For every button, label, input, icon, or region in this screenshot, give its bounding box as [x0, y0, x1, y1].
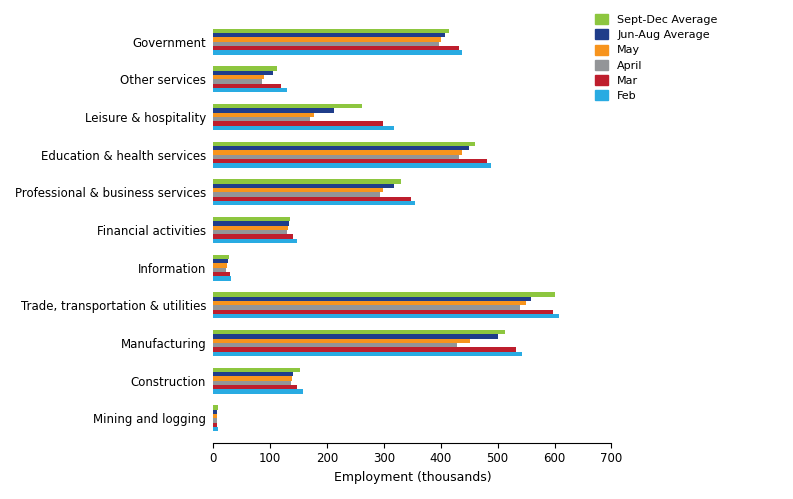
Bar	[213, 372, 293, 376]
Bar	[213, 117, 310, 121]
Bar	[213, 33, 446, 37]
Bar	[213, 368, 300, 372]
Bar	[213, 50, 462, 54]
Bar	[213, 414, 216, 418]
Bar	[213, 46, 459, 50]
Bar	[213, 405, 218, 410]
Bar	[213, 142, 475, 146]
Bar	[213, 188, 383, 192]
Bar	[213, 423, 217, 427]
Bar	[213, 330, 504, 334]
Bar	[213, 84, 282, 88]
Bar	[213, 201, 416, 205]
Bar	[213, 239, 297, 243]
Bar	[213, 163, 491, 168]
Bar	[213, 230, 287, 234]
Bar	[213, 339, 470, 343]
Bar	[213, 192, 381, 197]
X-axis label: Employment (thousands): Employment (thousands)	[334, 471, 491, 484]
Bar	[213, 254, 228, 259]
Bar	[213, 276, 232, 280]
Bar	[213, 410, 217, 414]
Bar	[213, 88, 287, 92]
Bar	[213, 37, 441, 41]
Bar	[213, 146, 469, 150]
Bar	[213, 259, 228, 263]
Bar	[213, 389, 303, 394]
Bar	[213, 292, 554, 296]
Bar	[213, 108, 334, 113]
Bar	[213, 381, 291, 385]
Bar	[213, 296, 531, 301]
Bar	[213, 121, 383, 126]
Bar	[213, 347, 516, 352]
Bar	[213, 126, 394, 130]
Bar	[213, 301, 526, 305]
Bar	[213, 234, 293, 239]
Bar	[213, 263, 227, 267]
Legend: Sept-Dec Average, Jun-Aug Average, May, April, Mar, Feb: Sept-Dec Average, Jun-Aug Average, May, …	[595, 14, 718, 101]
Bar	[213, 376, 292, 381]
Bar	[213, 66, 277, 71]
Bar	[213, 352, 522, 356]
Bar	[213, 150, 462, 155]
Bar	[213, 314, 558, 318]
Bar	[213, 79, 262, 84]
Bar	[213, 343, 457, 347]
Bar	[213, 226, 289, 230]
Bar	[213, 113, 315, 117]
Bar	[213, 217, 290, 221]
Bar	[213, 104, 362, 108]
Bar	[213, 221, 289, 226]
Bar	[213, 309, 553, 314]
Bar	[213, 418, 216, 423]
Bar	[213, 71, 273, 75]
Bar	[213, 385, 297, 389]
Bar	[213, 305, 520, 309]
Bar	[213, 159, 488, 163]
Bar	[213, 272, 230, 276]
Bar	[213, 267, 226, 272]
Bar	[213, 184, 394, 188]
Bar	[213, 179, 401, 184]
Bar	[213, 41, 439, 46]
Bar	[213, 197, 412, 201]
Bar	[213, 334, 498, 339]
Bar	[213, 427, 218, 431]
Bar	[213, 155, 459, 159]
Bar	[213, 28, 450, 33]
Bar	[213, 75, 264, 79]
